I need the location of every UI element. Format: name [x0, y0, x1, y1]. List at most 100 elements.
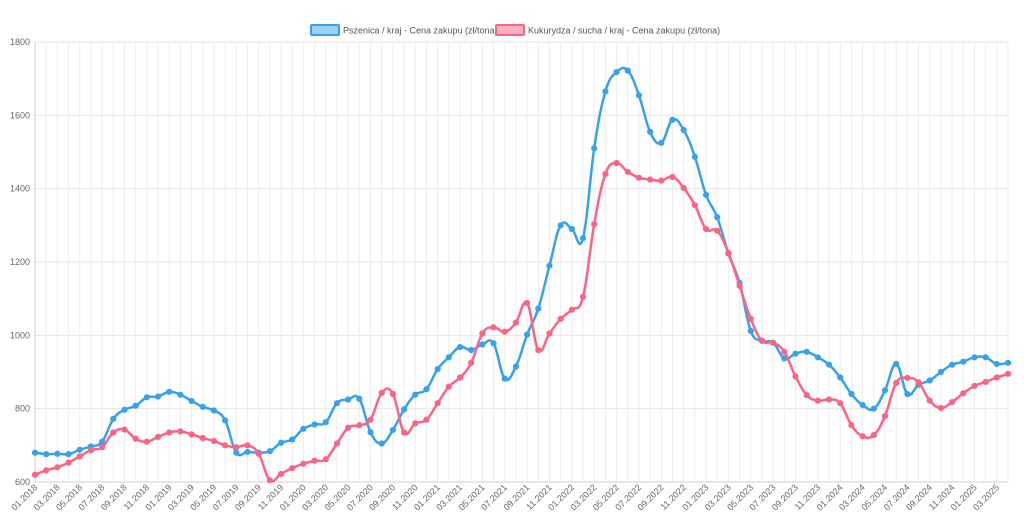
data-point-corn[interactable]: [31, 471, 39, 478]
data-point-corn[interactable]: [255, 450, 262, 457]
data-point-corn[interactable]: [412, 420, 419, 427]
data-point-corn[interactable]: [300, 460, 307, 467]
data-point-wheat[interactable]: [188, 397, 195, 405]
data-point-corn[interactable]: [747, 315, 754, 322]
data-point-corn[interactable]: [143, 438, 150, 445]
data-point-corn[interactable]: [333, 440, 341, 447]
data-point-corn[interactable]: [456, 374, 464, 381]
data-point-wheat[interactable]: [356, 395, 363, 402]
data-point-wheat[interactable]: [65, 451, 72, 458]
data-point-wheat[interactable]: [602, 88, 609, 95]
data-point-wheat[interactable]: [345, 396, 352, 403]
data-point-corn[interactable]: [166, 429, 173, 436]
legend[interactable]: Pszenica / kraj - Cena zakupu (zł/tona) …: [310, 24, 720, 36]
data-point-wheat[interactable]: [814, 354, 821, 361]
data-point-corn[interactable]: [814, 397, 821, 404]
data-point-corn[interactable]: [479, 330, 486, 337]
data-point-corn[interactable]: [781, 348, 788, 355]
data-point-corn[interactable]: [803, 392, 810, 399]
data-point-corn[interactable]: [993, 374, 1000, 381]
data-point-corn[interactable]: [188, 431, 195, 438]
data-point-wheat[interactable]: [400, 406, 408, 413]
data-point-wheat[interactable]: [445, 354, 452, 361]
data-point-corn[interactable]: [199, 434, 206, 442]
data-point-corn[interactable]: [490, 324, 497, 331]
data-point-corn[interactable]: [345, 424, 352, 431]
data-point-corn[interactable]: [825, 396, 833, 403]
data-point-corn[interactable]: [848, 422, 855, 429]
data-point-wheat[interactable]: [210, 407, 218, 414]
data-point-wheat[interactable]: [904, 390, 911, 398]
data-point-corn[interactable]: [87, 447, 95, 454]
data-point-wheat[interactable]: [960, 358, 967, 365]
data-point-corn[interactable]: [99, 444, 106, 451]
data-point-corn[interactable]: [65, 459, 72, 466]
data-point-wheat[interactable]: [624, 67, 631, 74]
data-point-corn[interactable]: [177, 428, 184, 435]
data-point-corn[interactable]: [948, 398, 956, 406]
data-point-wheat[interactable]: [143, 394, 150, 401]
data-point-wheat[interactable]: [501, 375, 508, 382]
data-point-wheat[interactable]: [535, 305, 542, 312]
data-point-wheat[interactable]: [76, 446, 83, 453]
data-point-corn[interactable]: [960, 390, 967, 397]
data-point-wheat[interactable]: [378, 440, 385, 447]
data-point-wheat[interactable]: [546, 262, 553, 269]
data-point-wheat[interactable]: [881, 387, 889, 394]
data-point-wheat[interactable]: [389, 426, 396, 434]
data-point-corn[interactable]: [233, 444, 240, 451]
data-point-corn[interactable]: [725, 249, 732, 256]
data-point-corn[interactable]: [277, 470, 285, 478]
data-point-corn[interactable]: [859, 433, 866, 440]
data-point-corn[interactable]: [881, 412, 889, 420]
data-point-wheat[interactable]: [837, 374, 844, 381]
data-point-corn[interactable]: [893, 379, 900, 387]
data-point-corn[interactable]: [154, 433, 162, 440]
data-point-corn[interactable]: [367, 416, 374, 423]
data-point-wheat[interactable]: [456, 343, 464, 351]
data-point-wheat[interactable]: [658, 139, 665, 146]
data-point-corn[interactable]: [736, 282, 743, 289]
data-point-wheat[interactable]: [613, 68, 620, 76]
data-point-corn[interactable]: [658, 177, 665, 184]
data-point-wheat[interactable]: [523, 331, 531, 338]
data-point-wheat[interactable]: [971, 354, 978, 361]
data-point-wheat[interactable]: [669, 116, 676, 123]
data-point-wheat[interactable]: [277, 439, 285, 446]
data-point-wheat[interactable]: [300, 425, 307, 432]
data-point-wheat[interactable]: [177, 391, 184, 398]
data-point-corn[interactable]: [691, 202, 698, 209]
data-point-wheat[interactable]: [557, 222, 564, 229]
data-point-wheat[interactable]: [870, 405, 877, 412]
data-point-wheat[interactable]: [31, 449, 39, 456]
data-point-corn[interactable]: [400, 429, 408, 436]
data-point-wheat[interactable]: [199, 403, 206, 410]
data-point-corn[interactable]: [1004, 370, 1012, 377]
data-point-wheat[interactable]: [848, 390, 855, 398]
data-point-corn[interactable]: [322, 456, 329, 463]
data-point-wheat[interactable]: [222, 417, 229, 424]
data-point-wheat[interactable]: [803, 348, 810, 355]
legend-item-corn[interactable]: Kukurydza / sucha / kraj - Cena zakupu (…: [495, 24, 720, 36]
data-point-corn[interactable]: [222, 442, 229, 449]
data-point-wheat[interactable]: [233, 449, 240, 456]
data-point-corn[interactable]: [647, 176, 654, 183]
data-point-corn[interactable]: [76, 453, 83, 460]
data-point-wheat[interactable]: [691, 153, 698, 160]
data-point-corn[interactable]: [714, 227, 721, 234]
data-point-corn[interactable]: [54, 464, 61, 471]
data-point-corn[interactable]: [311, 457, 318, 464]
data-point-wheat[interactable]: [54, 450, 61, 457]
data-point-corn[interactable]: [613, 159, 620, 167]
data-point-corn[interactable]: [915, 379, 922, 386]
data-point-wheat[interactable]: [825, 361, 833, 368]
data-point-wheat[interactable]: [591, 145, 598, 152]
data-point-corn[interactable]: [423, 416, 430, 423]
data-point-corn[interactable]: [132, 435, 139, 442]
data-point-wheat[interactable]: [859, 401, 866, 409]
data-point-corn[interactable]: [702, 225, 710, 233]
data-point-corn[interactable]: [680, 184, 687, 192]
data-point-corn[interactable]: [434, 400, 441, 407]
data-point-corn[interactable]: [568, 306, 575, 313]
data-point-corn[interactable]: [512, 319, 520, 326]
